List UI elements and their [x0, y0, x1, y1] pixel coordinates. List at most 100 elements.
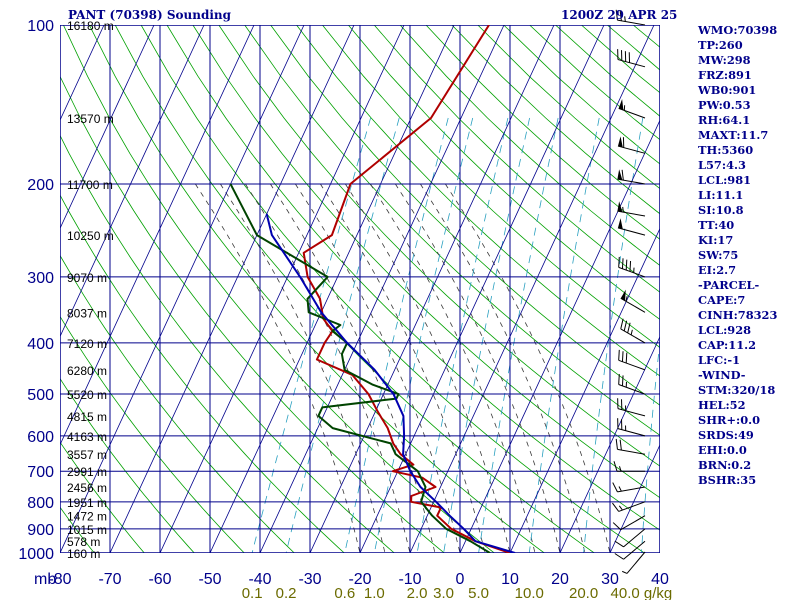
barb-staff — [617, 59, 646, 68]
isotherm-line — [559, 335, 660, 553]
temperature-tick-label: 30 — [601, 571, 619, 588]
isotherm-line — [259, 25, 505, 553]
isotherm-line — [359, 25, 605, 553]
dry-adiabat — [218, 25, 660, 467]
barb-staff — [618, 359, 646, 371]
index-item: WB0:901 — [698, 83, 757, 97]
barb-flag — [629, 260, 632, 272]
height-label: 1472 m — [67, 510, 107, 524]
barb-staff — [618, 107, 646, 119]
wind-barb — [618, 349, 646, 371]
moist-adiabat — [194, 183, 361, 553]
temperature-tick-label: -30 — [298, 571, 321, 588]
temperature-tick-label: -70 — [98, 571, 121, 588]
barb-flag — [620, 318, 624, 330]
barb-half-flag — [619, 466, 622, 472]
sounding-time: 1200Z 29 APR 25 — [561, 8, 678, 22]
moist-adiabat — [444, 183, 611, 553]
index-item: LCL:928 — [698, 323, 752, 337]
mixing-ratio-line — [478, 117, 559, 553]
wind-barbs — [612, 9, 646, 574]
mixing-ratio-label: 1.0 — [364, 585, 385, 600]
barb-flag — [621, 351, 624, 362]
dry-adiabat — [399, 25, 660, 266]
index-item: TT:40 — [698, 218, 735, 232]
height-label: 7120 m — [67, 337, 107, 351]
index-item: BRN:0.2 — [698, 458, 752, 472]
mixing-ratio-line — [528, 117, 600, 553]
index-item: CAPE:7 — [698, 293, 746, 307]
isotherm-line — [60, 25, 105, 122]
dry-adiabat — [60, 506, 95, 553]
moist-adiabat — [319, 183, 486, 553]
index-item: LCL:981 — [698, 173, 752, 187]
barb-staff — [620, 328, 646, 344]
barb-pennant — [620, 289, 626, 301]
barb-half-flag — [630, 329, 633, 336]
dry-adiabat — [322, 25, 660, 348]
dry-adiabat — [373, 25, 660, 293]
barb-flag — [614, 540, 624, 548]
wind-barb — [617, 169, 646, 185]
barb-flag — [621, 169, 624, 181]
temperature-tick-label: 40 — [651, 571, 669, 588]
barb-flag — [612, 482, 618, 493]
barb-staff — [617, 486, 646, 493]
barb-flag — [625, 259, 628, 271]
temperature-tick-label: 10 — [501, 571, 519, 588]
height-label: 160 m — [67, 547, 100, 561]
barb-staff — [617, 210, 646, 217]
wind-barb — [615, 438, 646, 455]
index-item: TH:5360 — [698, 143, 754, 157]
wind-barb — [612, 515, 646, 531]
pressure-tick-label: 200 — [27, 177, 54, 194]
barb-flag — [615, 9, 618, 21]
indices-panel: WMO:70398 TP:260 MW:298 FRZ:891 WB0:901 PW:0.… — [698, 23, 777, 488]
barb-half-flag — [618, 486, 622, 492]
wind-barb — [620, 289, 646, 313]
barb-flag — [621, 258, 624, 269]
pressure-tick-label: 500 — [27, 387, 54, 404]
barb-flag — [614, 553, 624, 560]
barb-staff — [617, 428, 646, 437]
dry-adiabats — [60, 25, 660, 553]
height-label: 578 m — [67, 535, 100, 549]
barb-flag — [621, 375, 624, 386]
temperature-tick-label: 0 — [456, 571, 465, 588]
index-item: SHR+:0.0 — [698, 413, 761, 427]
index-item: CINH:78323 — [698, 308, 778, 322]
mixing-ratio-line — [285, 117, 400, 553]
wind-barb — [617, 201, 646, 217]
isotherm-line — [159, 25, 405, 553]
temperature-tick-label: -10 — [398, 571, 421, 588]
isotherm-line — [109, 25, 355, 553]
height-label: 2991 m — [67, 465, 107, 479]
index-item: SI:10.8 — [698, 203, 744, 217]
temperature-tick-label: -20 — [348, 571, 371, 588]
index-item: STM:320/18 — [698, 383, 776, 397]
wind-barb — [614, 540, 646, 560]
barb-pennant — [617, 169, 623, 180]
isotherm-line — [60, 25, 205, 338]
wind-barb — [617, 398, 646, 417]
barb-pennant — [618, 99, 624, 111]
barb-flag — [619, 439, 622, 451]
index-item: SW:75 — [698, 248, 739, 262]
height-label: 11700 m — [67, 178, 113, 192]
mixing-ratio-line — [416, 117, 509, 553]
dry-adiabat — [244, 25, 660, 436]
wind-barb — [620, 318, 646, 344]
index-item: -PARCEL- — [698, 278, 760, 292]
barb-staff — [618, 266, 646, 278]
barb-staff — [617, 145, 646, 154]
wind-barb — [618, 256, 646, 278]
dry-adiabat — [347, 25, 660, 321]
barb-flag — [613, 461, 618, 472]
isotherm-line — [309, 25, 555, 553]
mixing-ratio-label: 3.0 — [433, 585, 454, 600]
dry-adiabat — [296, 25, 660, 377]
height-label: 4163 m — [67, 430, 107, 444]
pressure-tick-label: 800 — [27, 495, 54, 512]
barb-flag — [612, 522, 622, 531]
